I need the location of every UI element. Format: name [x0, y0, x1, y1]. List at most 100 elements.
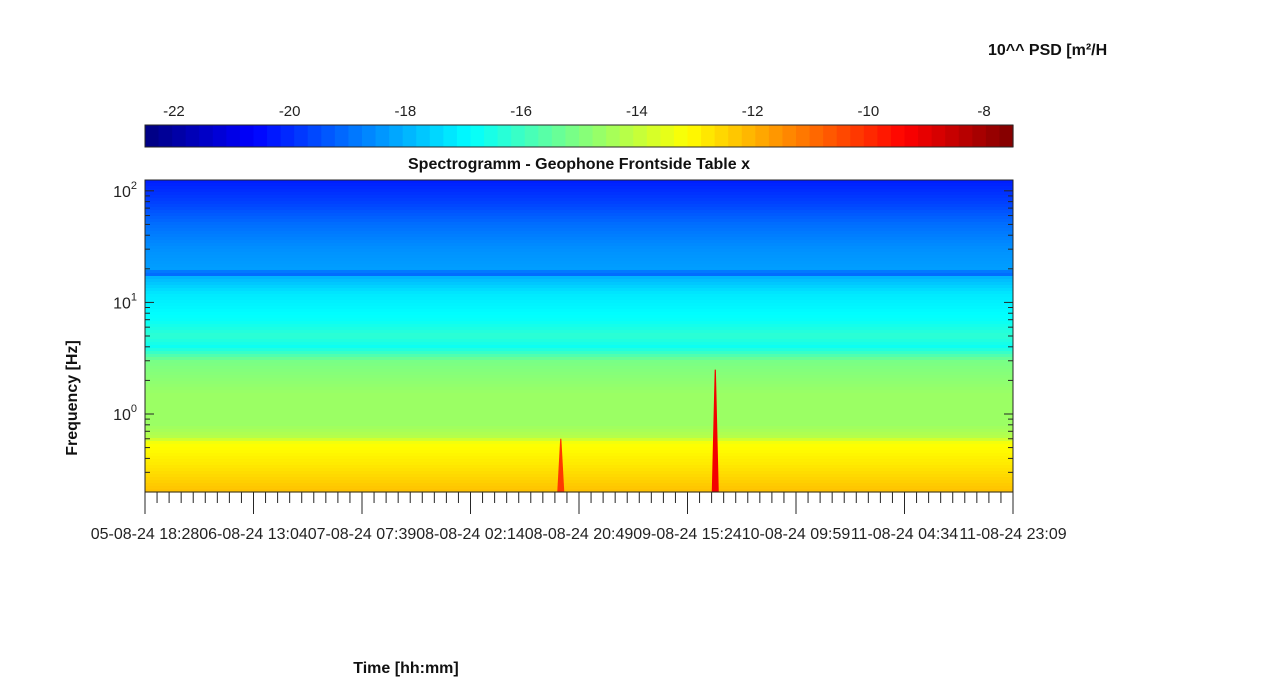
- spectrogram-band: [145, 201, 1013, 205]
- spectrogram-band: [145, 213, 1013, 217]
- spectrogram-band: [145, 312, 1013, 316]
- spectrogram-band: [145, 198, 1013, 202]
- colorbar-band: [484, 125, 499, 147]
- spectrogram-band: [145, 357, 1013, 361]
- colorbar-band: [565, 125, 580, 147]
- spectrogram-band: [145, 324, 1013, 328]
- colorbar-tick-labels: -22 -20 -18 -16 -14 -12 -10 -8: [163, 103, 991, 120]
- spectrogram-band: [145, 318, 1013, 322]
- spectrogram-band: [145, 300, 1013, 304]
- x-tick-label: 08-08-24 20:49: [525, 526, 634, 543]
- colorbar-tick-label: -18: [395, 103, 417, 120]
- x-axis-tick-labels: 05-08-24 18:28 06-08-24 13:04 07-08-24 07:…: [91, 526, 1067, 543]
- spectrogram-band: [145, 453, 1013, 457]
- spectrogram-band: [145, 321, 1013, 325]
- colorbar-band: [551, 125, 567, 147]
- spectrogram-band: [145, 315, 1013, 319]
- x-tick-label: 07-08-24 07:39: [308, 526, 417, 543]
- spectrogram-band: [145, 345, 1013, 349]
- spectrogram-band: [145, 456, 1013, 460]
- colorbar-band: [158, 125, 173, 147]
- colorbar-band: [931, 125, 946, 147]
- x-tick-label: 06-08-24 13:04: [199, 526, 308, 543]
- spectrogram-band: [145, 477, 1013, 481]
- spectrogram-band: [145, 279, 1013, 283]
- colorbar-band: [294, 125, 309, 147]
- colorbar-band: [809, 125, 824, 147]
- colorbar-label: 10^^ PSD [m²/H: [988, 42, 1107, 59]
- colorbar-band: [687, 125, 702, 147]
- spectrogram-band: [145, 450, 1013, 454]
- spectrogram-band: [145, 195, 1013, 199]
- colorbar-band: [741, 125, 756, 147]
- spectrogram-band: [145, 186, 1013, 190]
- spectrogram-band: [145, 225, 1013, 229]
- colorbar-band: [701, 125, 716, 147]
- spectrogram-band: [145, 441, 1013, 445]
- spectrogram-band: [145, 417, 1013, 421]
- spectrogram-band: [145, 402, 1013, 406]
- colorbar-tick-label: -14: [626, 103, 648, 120]
- spectrogram-band: [145, 348, 1013, 352]
- colorbar-band: [538, 125, 553, 147]
- colorbar-band: [863, 125, 878, 147]
- spectrogram-band: [145, 246, 1013, 250]
- colorbar-band: [592, 125, 607, 147]
- x-tick-label: 11-08-24 04:34: [851, 526, 958, 543]
- spectrogram-band: [145, 192, 1013, 196]
- spectrogram-band: [145, 369, 1013, 373]
- spectrogram-band: [145, 420, 1013, 424]
- spectrogram-band: [145, 330, 1013, 334]
- colorbar-band: [321, 125, 336, 147]
- y-tick-label-exponent: 2: [131, 180, 137, 192]
- y-tick-label: 102: [113, 180, 137, 201]
- spectrogram-band: [145, 480, 1013, 484]
- spectrogram-band: [145, 438, 1013, 442]
- spectrogram-band: [145, 414, 1013, 418]
- colorbar-band: [579, 125, 594, 147]
- spectrogram-band: [145, 387, 1013, 391]
- colorbar-band: [524, 125, 539, 147]
- spectrogram-band: [145, 462, 1013, 466]
- colorbar-band: [511, 125, 526, 147]
- colorbar-band: [497, 125, 512, 147]
- spectrogram-band: [145, 207, 1013, 211]
- colorbar-band: [945, 125, 960, 147]
- colorbar-band: [796, 125, 811, 147]
- colorbar-band: [212, 125, 227, 147]
- spectrogram-band: [145, 303, 1013, 307]
- colorbar-band: [890, 125, 906, 147]
- spectrogram-band: [145, 459, 1013, 463]
- spectrogram-band: [145, 243, 1013, 247]
- spectrogram-band: [145, 261, 1013, 265]
- colorbar-band: [443, 125, 458, 147]
- colorbar-band: [470, 125, 485, 147]
- spectrogram-band: [145, 237, 1013, 241]
- colorbar-band: [836, 125, 851, 147]
- colorbar-band: [606, 125, 621, 147]
- spectrogram-band: [145, 486, 1013, 490]
- spectrogram-band: [145, 231, 1013, 235]
- spectrogram-band: [145, 405, 1013, 409]
- colorbar-band: [239, 125, 255, 147]
- colorbar-band: [782, 125, 797, 147]
- colorbar-band: [633, 125, 648, 147]
- spectrogram-band: [145, 435, 1013, 439]
- colorbar-band: [619, 125, 634, 147]
- spectrogram-band: [145, 249, 1013, 253]
- x-tick-label: 05-08-24 18:28: [91, 526, 200, 543]
- spectrogram-band: [145, 378, 1013, 382]
- spectrogram-band: [145, 234, 1013, 238]
- colorbar-band: [972, 125, 987, 147]
- spectrogram-band: [145, 210, 1013, 214]
- spectrogram-band: [145, 351, 1013, 355]
- colorbar-band: [362, 125, 377, 147]
- spectrogram-band: [145, 282, 1013, 286]
- colorbar-band: [185, 125, 200, 147]
- colorbar-band: [823, 125, 838, 147]
- plot-area: [144, 179, 1014, 493]
- spectral-event: [711, 369, 719, 492]
- spectrogram-band: [145, 276, 1013, 280]
